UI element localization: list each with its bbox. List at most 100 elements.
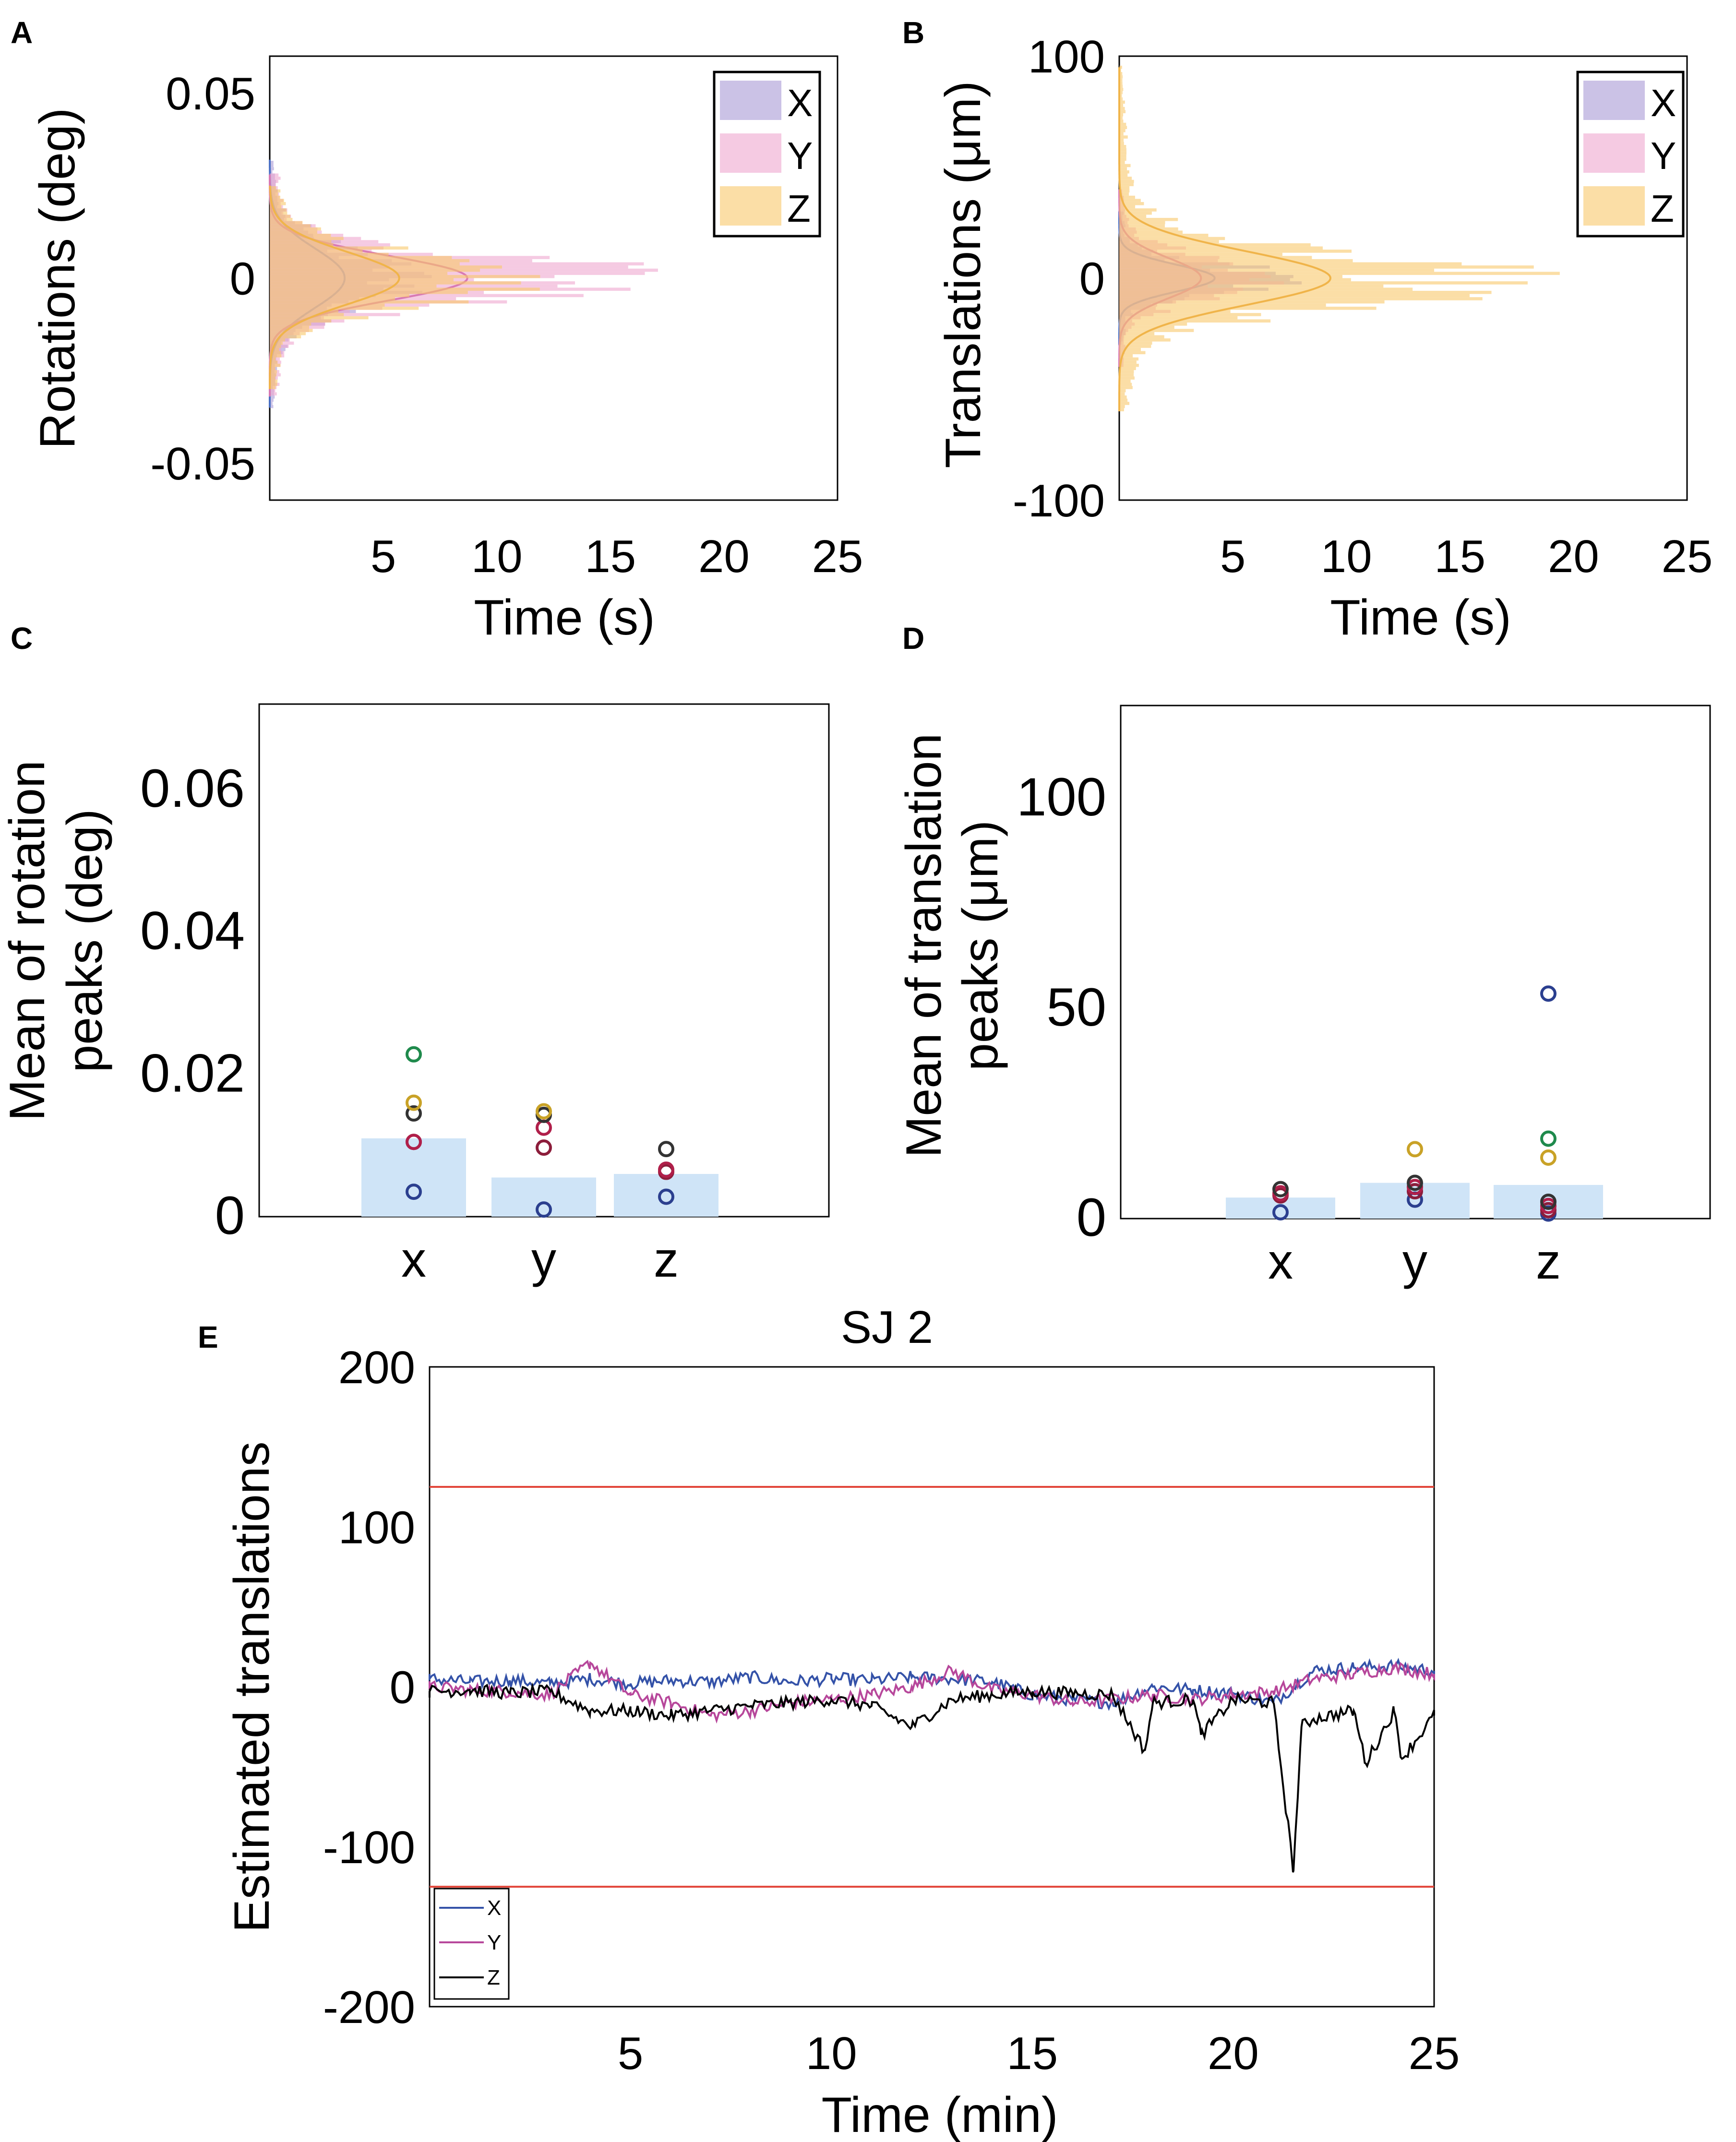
panel-a-bar-z — [270, 306, 419, 310]
panel-b-bar-z — [1119, 313, 1261, 316]
panel-b-legend: X Y Z — [1576, 71, 1685, 238]
panel-b-bar-z — [1119, 145, 1126, 148]
panel-b-bar-z — [1119, 250, 1352, 253]
panel-c-point-x — [406, 1094, 422, 1111]
panel-a-bar-z — [270, 357, 276, 361]
panel-a-rotation-histogram: 0.05 0 -0.05 5 10 15 20 25 Time (s) Rotations … — [30, 55, 863, 646]
panel-b-bar-z — [1119, 303, 1326, 307]
panel-a-bar-z — [270, 243, 334, 247]
panel-b-curve-z — [1118, 67, 1331, 411]
panel-a-bar-z — [270, 383, 277, 386]
panel-b-bar-z — [1119, 142, 1124, 145]
panel-c-bar-z — [614, 1174, 718, 1217]
panel-b-x-ticks: 5 10 15 20 25 — [1220, 531, 1712, 582]
panel-a-legend-x: X — [787, 82, 813, 124]
panel-a-bar-z — [270, 316, 369, 320]
panel-a-bar-z — [270, 354, 282, 358]
panel-c-point-z — [658, 1188, 674, 1205]
panel-b-xtick: 15 — [1434, 531, 1485, 582]
panel-a-bar-x — [270, 164, 274, 168]
panel-a-legend-y: Y — [787, 134, 813, 177]
panel-a-bar-z — [270, 230, 317, 234]
panel-b-bar-z — [1119, 167, 1127, 170]
panel-b-bar-z — [1119, 265, 1534, 269]
panel-d-y-axis-label-line2: peaks (μm) — [953, 820, 1008, 1071]
panel-b-bar-z — [1119, 107, 1125, 110]
panel-b-x-axis-label: Time (s) — [1330, 590, 1511, 646]
panel-b-bar-z — [1119, 354, 1133, 358]
panel-b-bar-z — [1119, 94, 1122, 97]
panel-a-bar-y — [270, 272, 645, 275]
panel-b-bar-z — [1119, 379, 1131, 383]
panel-label-a: A — [11, 15, 33, 50]
panel-a-bar-z — [270, 310, 338, 313]
panel-d-category: z — [1536, 1234, 1561, 1290]
panel-a-xtick: 5 — [371, 531, 396, 582]
panel-a-bar-z — [270, 217, 293, 221]
panel-b-bar-z — [1119, 246, 1323, 250]
panel-b-bar-z — [1119, 278, 1351, 282]
panel-b-bar-z — [1119, 370, 1134, 373]
panel-a-legend-swatch-z — [720, 186, 781, 226]
panel-b-bar-z — [1119, 120, 1124, 123]
panel-b-bar-z — [1119, 306, 1377, 310]
panel-b-bar-z — [1119, 341, 1152, 345]
panel-c-y-axis-label-line2: peaks (deg) — [57, 809, 113, 1072]
panel-b-bar-z — [1119, 84, 1123, 88]
panel-d-point-x — [1272, 1204, 1289, 1221]
panel-b-bar-z — [1119, 386, 1133, 389]
panel-d-bars — [1226, 1183, 1603, 1219]
panel-a-bar-z — [270, 262, 460, 266]
panel-a-bar-y — [270, 392, 277, 395]
panel-a-bar-z — [270, 211, 287, 215]
panel-a-bar-z — [270, 234, 331, 237]
panel-c-rotation-peaks-bar: 0.06 0.04 0.02 0 x y z Mean of rotation peaks… — [0, 703, 830, 1288]
panel-a-bar-x — [270, 167, 274, 170]
panel-a-bar-z — [270, 323, 311, 326]
panel-a-bar-z — [270, 189, 281, 193]
panel-b-bar-z — [1119, 373, 1134, 377]
panel-c-category: y — [531, 1232, 556, 1288]
panel-b-bar-z — [1119, 268, 1435, 272]
panel-b-bar-z — [1119, 287, 1413, 291]
panel-c-point-x — [406, 1105, 422, 1122]
panel-b-bar-z — [1119, 173, 1128, 177]
panel-a-legend-swatch-y — [720, 133, 781, 173]
panel-c-point-x — [406, 1134, 422, 1150]
panel-b-bar-z — [1119, 211, 1152, 215]
panel-a-bar-y — [270, 177, 281, 180]
panel-b-xtick: 5 — [1220, 531, 1245, 582]
panel-a-xtick: 20 — [698, 531, 750, 582]
panel-e-line-z — [429, 1682, 1435, 1873]
panel-b-bar-z — [1119, 113, 1124, 117]
panel-a-bar-z — [270, 290, 468, 294]
panel-c-point-y — [536, 1201, 552, 1218]
panel-a-bar-z — [270, 256, 452, 259]
panel-b-bar-z — [1119, 151, 1127, 155]
panel-a-bar-x — [270, 398, 274, 402]
panel-e-x-axis-label: Time (min) — [822, 2087, 1058, 2142]
panel-b-bar-z — [1119, 319, 1271, 323]
panel-d-point-z — [1540, 1130, 1556, 1147]
panel-b-bar-z — [1119, 376, 1135, 380]
panel-d-point-y — [1407, 1141, 1423, 1158]
panel-a-bar-z — [270, 240, 332, 243]
panel-b-bar-z — [1119, 281, 1528, 285]
panel-b-bar-z — [1119, 161, 1125, 164]
panel-a-bar-y — [270, 389, 275, 393]
panel-b-bar-z — [1119, 237, 1225, 240]
panel-d-points — [1272, 985, 1556, 1222]
panel-e-ytick: 0 — [390, 1662, 415, 1713]
panel-b-bar-z — [1119, 65, 1122, 69]
panel-a-bar-z — [270, 351, 281, 355]
panel-b-bar-z — [1119, 332, 1155, 335]
panel-e-series-lines — [429, 1657, 1435, 1873]
panel-c-category: x — [401, 1232, 426, 1288]
panel-c-category: z — [654, 1232, 679, 1288]
panel-b-bar-z — [1119, 275, 1342, 278]
panel-b-bar-z — [1119, 408, 1124, 411]
panel-a-bar-z — [270, 297, 395, 300]
panel-b-xtick: 20 — [1548, 531, 1599, 582]
panel-a-bar-x — [270, 402, 273, 405]
